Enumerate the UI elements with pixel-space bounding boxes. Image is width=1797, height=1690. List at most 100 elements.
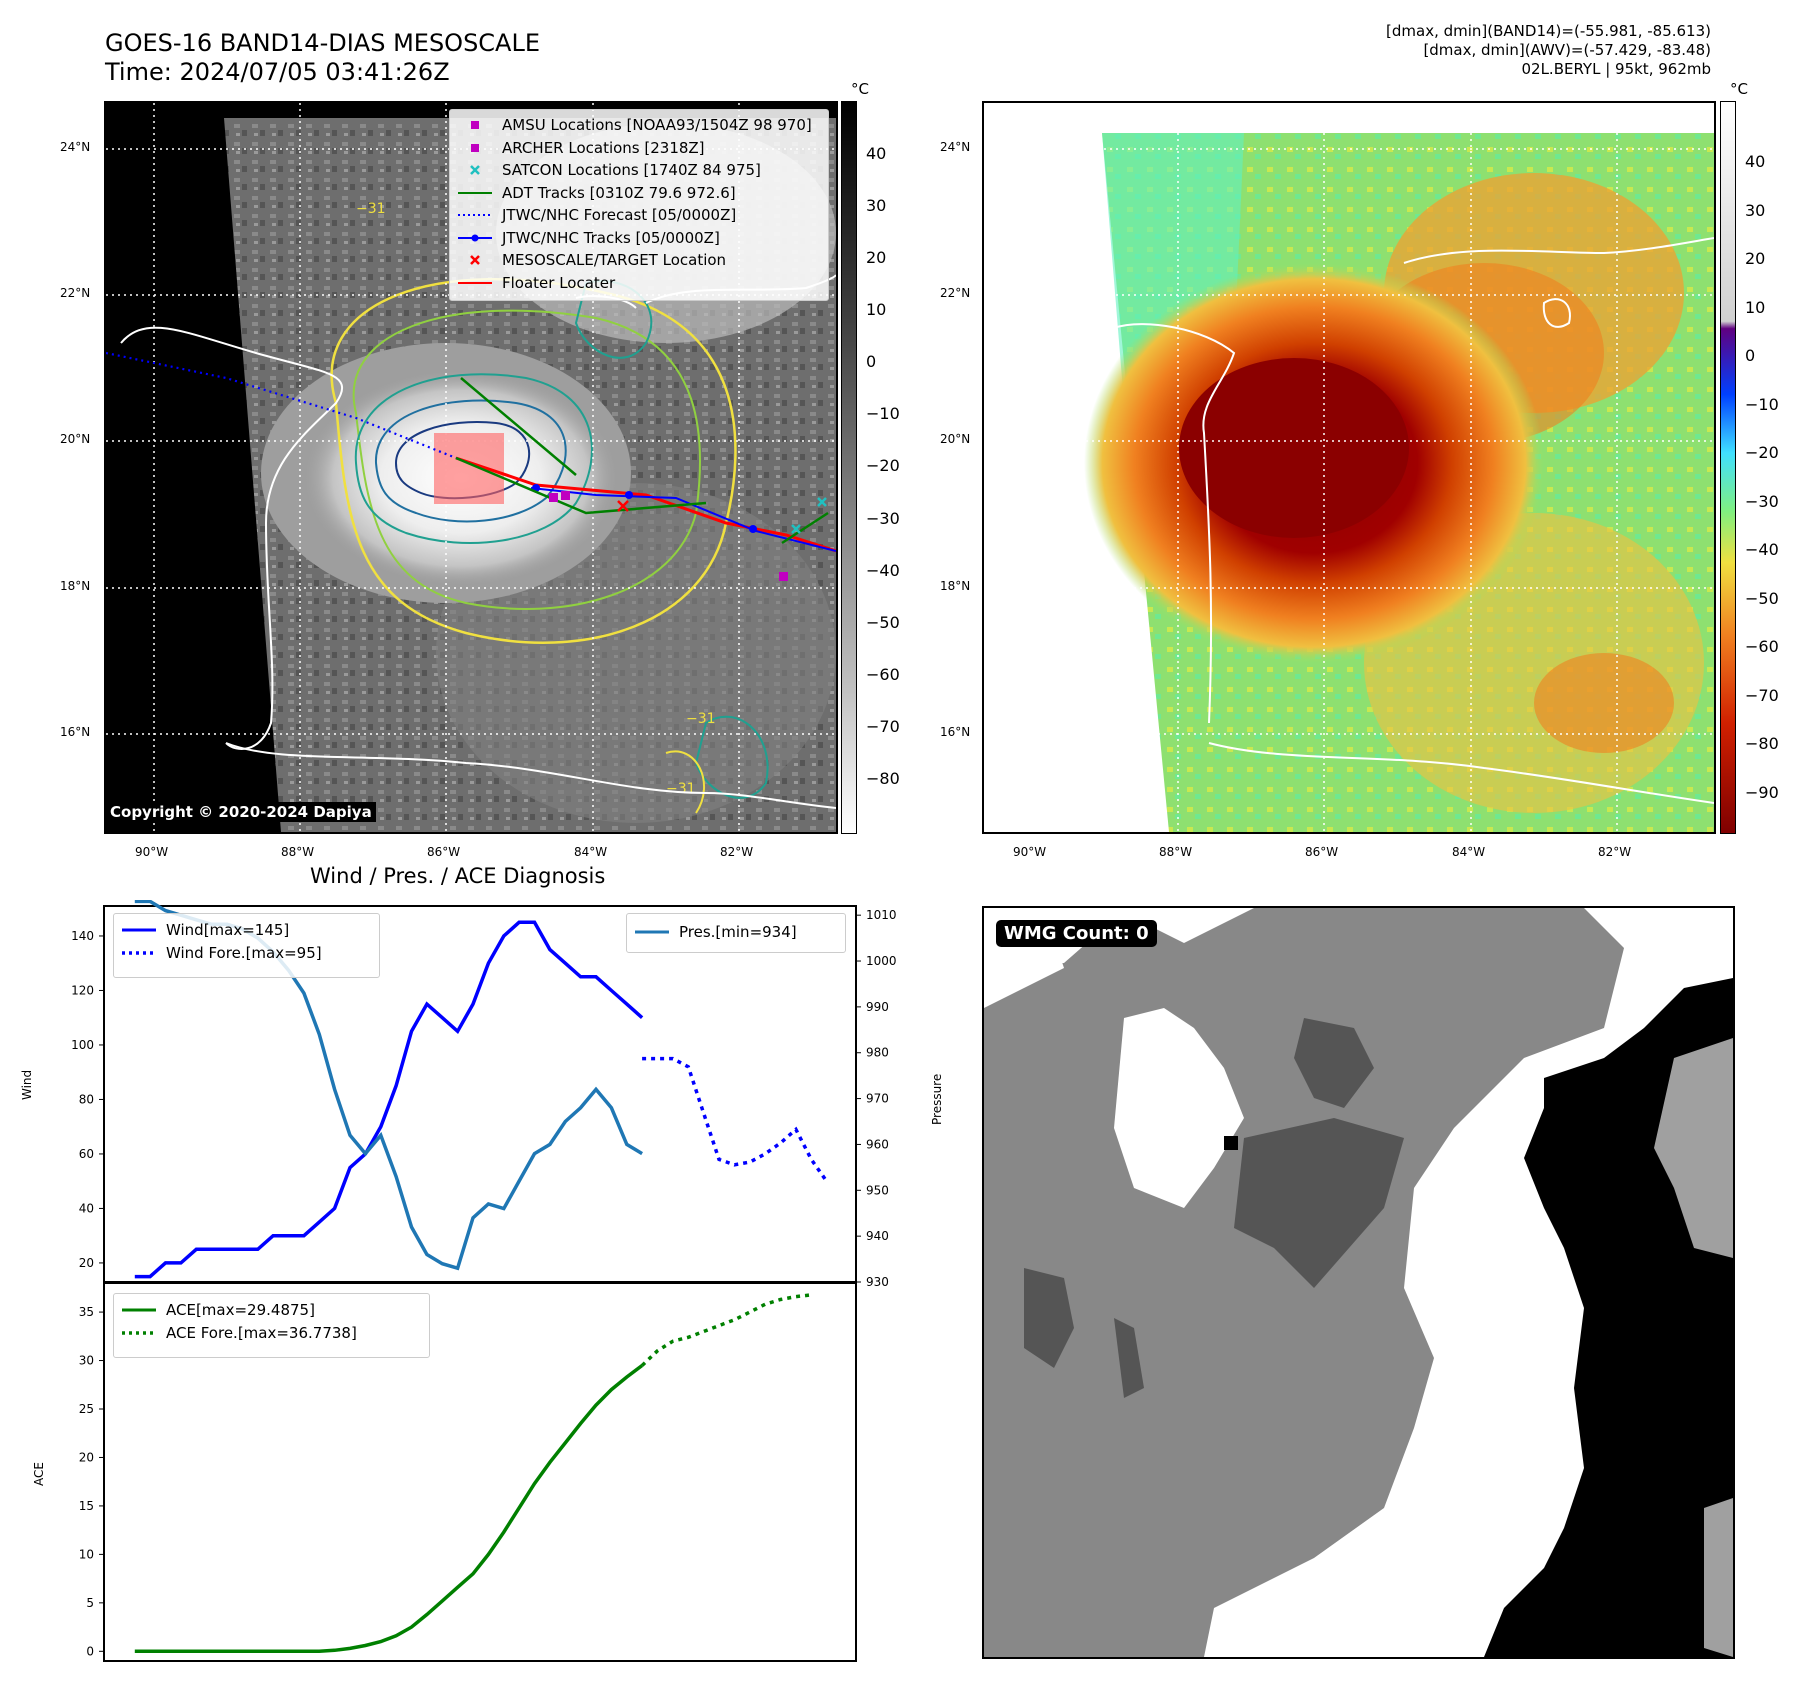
colorbar-tick-label: −20: [1745, 443, 1779, 463]
lon-label: 82°W: [720, 845, 754, 859]
info-storm: 02L.BERYL | 95kt, 962mb: [1521, 60, 1711, 78]
gridlines: [106, 103, 836, 832]
colorbar-tick-label: −60: [1745, 637, 1779, 657]
contour-yellow: [330, 277, 737, 644]
colorbar-tick-label: −10: [866, 404, 900, 424]
right-colorbar-unit: °C: [1730, 80, 1748, 98]
lon-label: 84°W: [1452, 845, 1486, 859]
colorbar-tick-label: −10: [1745, 394, 1779, 414]
pressure-ytick-label: 990: [866, 1000, 889, 1014]
colorbar-tick-label: −30: [1745, 491, 1779, 511]
colorbar-tick-label: −50: [1745, 588, 1779, 608]
contour-teal: [354, 373, 593, 544]
track-legend-item: Floater Locater: [450, 272, 828, 295]
wind-ytick-label: 100: [71, 1038, 94, 1052]
wind-chart-series-0: [134, 920, 644, 1279]
left-colorbar: [841, 101, 857, 834]
lat-label: 16°N: [940, 725, 971, 739]
pressure-ytick-label: 930: [866, 1275, 889, 1289]
lon-label: 88°W: [1159, 845, 1193, 859]
lat-label: 20°N: [60, 432, 91, 446]
colorbar-tick-label: −20: [866, 456, 900, 476]
wmg-dot: [1224, 1136, 1238, 1150]
wind-ytick-label: 60: [79, 1147, 94, 1161]
ace-legend: ACE[max=29.4875] ACE Fore.[max=36.7738]: [113, 1293, 430, 1358]
awv-map[interactable]: [982, 101, 1716, 834]
floater-track: [455, 456, 836, 553]
colorbar-tick-label: 10: [866, 300, 887, 320]
colorbar-tick-label: 40: [1745, 152, 1766, 172]
track-legend-swatch: [458, 253, 492, 267]
colorbar-tick-label: 30: [1745, 200, 1766, 220]
colorbar-tick-label: 40: [866, 144, 887, 164]
wmg-panel[interactable]: WMG Count: 0: [982, 906, 1735, 1659]
left-colorbar-unit: °C: [851, 80, 869, 98]
mesoscale-box: [434, 433, 504, 504]
info-awv: [dmax, dmin](AWV)=(-57.429, -83.48): [1423, 41, 1711, 59]
pressure-ytick-label: 1010: [866, 908, 897, 922]
track-legend-label: MESOSCALE/TARGET Location: [502, 251, 727, 270]
contour-label-3: −31: [666, 781, 696, 797]
band14-map[interactable]: −31 −31 −31: [104, 101, 838, 834]
pressure-ytick-label: 950: [866, 1183, 889, 1197]
pressure-ylabel: Pressure: [930, 1073, 944, 1125]
track-legend-item: JTWC/NHC Tracks [05/0000Z]: [450, 227, 828, 250]
ace-ytick-label: 5: [86, 1596, 94, 1610]
track-legend-label: ADT Tracks [0310Z 79.6 972.6]: [502, 183, 736, 202]
wmg-canvas: [984, 908, 1733, 1657]
pressure-ytick-label: 1000: [866, 954, 897, 968]
track-legend-swatch: [458, 163, 492, 177]
lon-label: 82°W: [1598, 845, 1632, 859]
wind-legend-label: Wind[max=145]: [166, 921, 290, 940]
contour-label-1: −31: [356, 201, 386, 217]
figure-time: Time: 2024/07/05 03:41:26Z: [105, 58, 450, 86]
right-colorbar: [1720, 101, 1736, 834]
ace-legend-swatch: [122, 1303, 156, 1317]
colorbar-tick-label: −40: [1745, 540, 1779, 560]
coastline-yucatan: [120, 326, 343, 750]
colorbar-tick-label: 0: [1745, 346, 1756, 366]
lat-label: 16°N: [60, 725, 91, 739]
pressure-ytick-label: 940: [866, 1229, 889, 1243]
lat-label: 22°N: [940, 286, 971, 300]
colorbar-tick-label: −80: [866, 768, 900, 788]
wind-ylabel: Wind: [20, 1069, 34, 1100]
track-legend-swatch: [458, 186, 492, 200]
wind-legend-swatch: [122, 923, 156, 937]
ace-ytick-label: 15: [79, 1499, 94, 1513]
lat-label: 24°N: [60, 140, 91, 154]
track-legend-label: JTWC/NHC Forecast [05/0000Z]: [502, 206, 737, 225]
ace-ytick-label: 35: [79, 1305, 94, 1319]
track-legend-swatch: [458, 231, 492, 245]
contour-blue: [374, 399, 567, 523]
nhc-track: [530, 487, 836, 552]
track-legend-item: AMSU Locations [NOAA93/1504Z 98 970]: [450, 114, 828, 137]
colorbar-tick-label: 10: [1745, 297, 1766, 317]
track-legend-item: SATCON Locations [1740Z 84 975]: [450, 159, 828, 182]
wind-ytick-label: 80: [79, 1092, 94, 1106]
pressure-legend-swatch: [635, 925, 669, 939]
wind-legend: Wind[max=145] Wind Fore.[max=95]: [113, 913, 380, 978]
track-legend-swatch: [458, 118, 492, 132]
colorbar-tick-label: 20: [1745, 249, 1766, 269]
track-legend-swatch: [458, 208, 492, 222]
pressure-legend: Pres.[min=934]: [626, 913, 846, 953]
wind-fore-legend-label: Wind Fore.[max=95]: [166, 943, 322, 962]
colorbar-tick-label: −50: [866, 612, 900, 632]
track-legend-item: ARCHER Locations [2318Z]: [450, 137, 828, 160]
ace-fore-legend-label: ACE Fore.[max=36.7738]: [166, 1323, 357, 1342]
adt-track: [455, 456, 707, 515]
colorbar-tick-label: −90: [1745, 782, 1779, 802]
colorbar-tick-label: −60: [866, 664, 900, 684]
pressure-ytick-label: 980: [866, 1046, 889, 1060]
figure-title: GOES-16 BAND14-DIAS MESOSCALE: [105, 29, 541, 57]
lon-label: 86°W: [1305, 845, 1339, 859]
track-legend-label: ARCHER Locations [2318Z]: [502, 138, 705, 157]
track-legend-item: ADT Tracks [0310Z 79.6 972.6]: [450, 182, 828, 205]
wmg-count-badge: WMG Count: 0: [996, 920, 1157, 947]
awv-gridlines: [984, 103, 1714, 832]
colorbar-tick-label: −30: [866, 508, 900, 528]
ace-ytick-label: 0: [86, 1644, 94, 1658]
ace-ytick-label: 20: [79, 1450, 94, 1464]
colorbar-tick-label: 20: [866, 248, 887, 268]
